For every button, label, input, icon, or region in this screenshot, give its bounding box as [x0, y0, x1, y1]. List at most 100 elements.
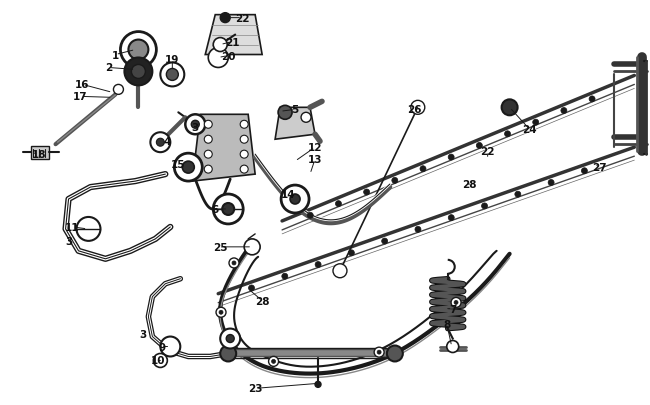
Text: 21: 21	[225, 37, 239, 47]
Text: 1: 1	[112, 50, 119, 60]
Text: 2: 2	[105, 63, 112, 73]
Text: 26: 26	[408, 105, 422, 115]
Circle shape	[290, 194, 300, 205]
Circle shape	[204, 166, 213, 174]
Circle shape	[454, 301, 458, 305]
Circle shape	[315, 382, 321, 388]
Circle shape	[448, 215, 454, 221]
Circle shape	[589, 97, 595, 102]
Circle shape	[335, 201, 341, 207]
Text: 3: 3	[140, 329, 147, 339]
Circle shape	[548, 180, 554, 186]
Text: 18: 18	[31, 150, 46, 160]
Circle shape	[476, 143, 482, 149]
Circle shape	[240, 166, 248, 174]
Circle shape	[392, 178, 398, 184]
Circle shape	[220, 329, 240, 349]
Circle shape	[272, 360, 276, 363]
Circle shape	[244, 239, 260, 255]
Circle shape	[502, 100, 517, 116]
Circle shape	[204, 151, 213, 159]
Text: 24: 24	[522, 125, 537, 135]
Text: 15: 15	[171, 160, 185, 170]
Text: 3: 3	[192, 123, 199, 133]
Circle shape	[307, 213, 313, 219]
Circle shape	[374, 347, 384, 357]
Circle shape	[281, 185, 309, 213]
Circle shape	[213, 38, 228, 52]
Circle shape	[222, 203, 234, 215]
Text: 3: 3	[65, 236, 72, 246]
Circle shape	[226, 335, 234, 343]
Text: 28: 28	[462, 180, 477, 190]
Circle shape	[129, 40, 148, 60]
Text: 16: 16	[75, 80, 90, 90]
Text: 22: 22	[235, 14, 250, 23]
Circle shape	[240, 136, 248, 144]
Circle shape	[208, 49, 228, 68]
Circle shape	[216, 307, 226, 318]
Polygon shape	[205, 16, 262, 55]
Circle shape	[581, 168, 588, 174]
Circle shape	[382, 239, 387, 245]
Circle shape	[363, 190, 370, 196]
Circle shape	[240, 151, 248, 159]
Circle shape	[204, 121, 213, 129]
Circle shape	[240, 121, 248, 129]
Circle shape	[515, 192, 521, 198]
Circle shape	[131, 65, 146, 79]
Circle shape	[348, 250, 354, 256]
Text: 13: 13	[307, 155, 322, 165]
Text: 6: 6	[212, 205, 219, 214]
Circle shape	[377, 350, 381, 354]
Text: 22: 22	[480, 147, 495, 157]
Circle shape	[174, 154, 202, 181]
Text: 8: 8	[443, 319, 450, 329]
Circle shape	[415, 227, 421, 233]
Text: 14: 14	[281, 190, 295, 200]
Circle shape	[451, 298, 461, 308]
Text: 27: 27	[592, 163, 606, 173]
Circle shape	[447, 341, 459, 353]
Circle shape	[213, 194, 243, 224]
Circle shape	[157, 139, 164, 147]
Text: 12: 12	[307, 143, 322, 153]
Text: 19: 19	[165, 55, 179, 65]
Circle shape	[219, 311, 223, 314]
Circle shape	[561, 108, 567, 114]
Circle shape	[268, 356, 279, 367]
Circle shape	[229, 258, 239, 268]
Circle shape	[204, 136, 213, 144]
Text: 23: 23	[248, 384, 263, 393]
Text: 25: 25	[213, 242, 228, 252]
Circle shape	[185, 115, 205, 135]
Text: 5: 5	[291, 105, 299, 115]
Text: 11: 11	[65, 222, 80, 232]
Circle shape	[387, 345, 403, 362]
Circle shape	[282, 273, 288, 279]
Circle shape	[411, 101, 425, 115]
Circle shape	[248, 285, 255, 291]
Text: 9: 9	[159, 342, 166, 352]
Circle shape	[161, 63, 185, 87]
Circle shape	[420, 166, 426, 172]
Text: 7: 7	[449, 304, 456, 314]
Text: 10: 10	[151, 356, 166, 366]
Circle shape	[161, 337, 180, 356]
Circle shape	[278, 106, 292, 120]
Circle shape	[448, 155, 454, 161]
Circle shape	[220, 14, 230, 23]
Circle shape	[153, 354, 167, 367]
Circle shape	[220, 345, 236, 362]
Circle shape	[182, 162, 194, 174]
Circle shape	[124, 58, 152, 86]
Text: 28: 28	[255, 296, 269, 306]
Circle shape	[150, 133, 170, 153]
Circle shape	[333, 264, 347, 278]
Circle shape	[315, 262, 321, 268]
Circle shape	[166, 69, 178, 81]
Polygon shape	[275, 108, 315, 140]
Text: 20: 20	[221, 51, 235, 61]
Circle shape	[120, 32, 157, 68]
Circle shape	[191, 121, 200, 129]
